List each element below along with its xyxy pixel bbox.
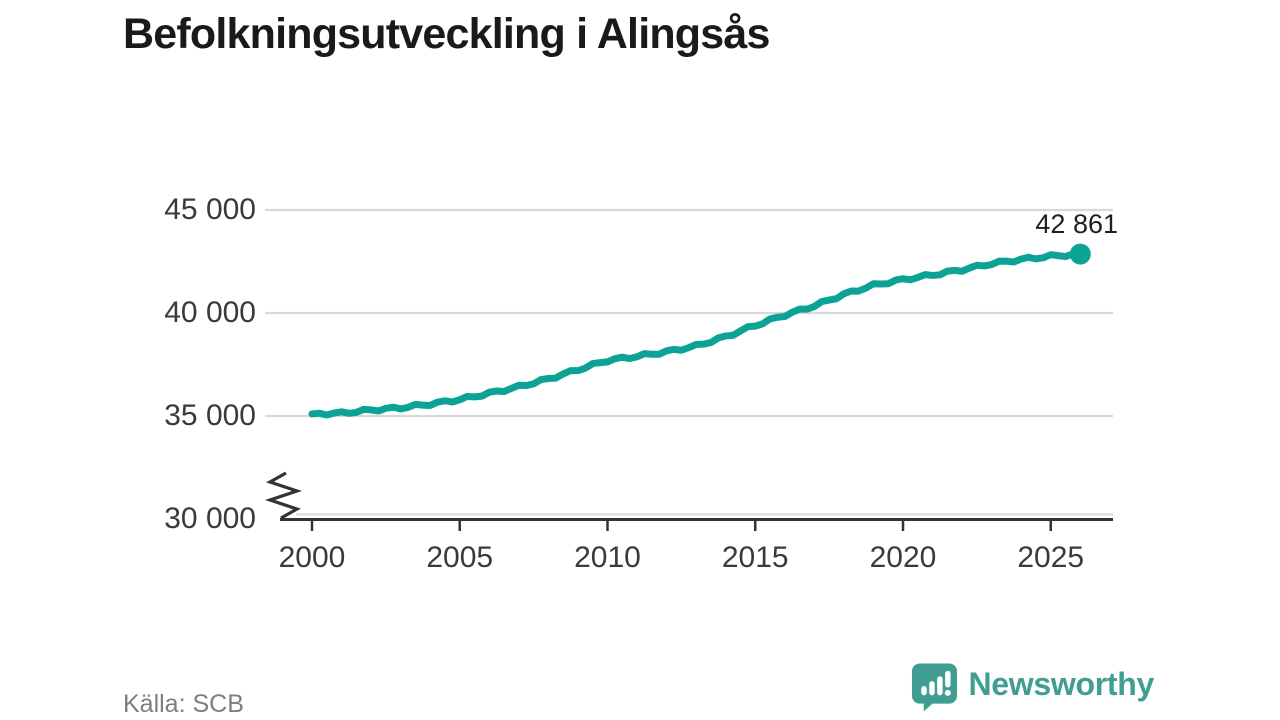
- newsworthy-logo: Newsworthy: [911, 662, 1155, 712]
- latest-value-label: 42 861: [1035, 209, 1118, 239]
- x-axis-tick-label-2010: 2010: [574, 541, 641, 574]
- population-line-series: [308, 250, 1084, 419]
- source-attribution: Källa: SCB: [123, 690, 244, 718]
- x-axis-tick-label-2020: 2020: [869, 541, 937, 574]
- newsworthy-logo-text: Newsworthy: [968, 666, 1155, 702]
- latest-value-dot: [1069, 243, 1091, 265]
- newsworthy-logo-icon: [911, 663, 957, 712]
- x-axis-tick-label-2000: 2000: [278, 541, 346, 574]
- x-axis-tick-label-2025: 2025: [1017, 541, 1085, 574]
- x-axis-tick-label-2015: 2015: [721, 541, 789, 574]
- y-axis-tick-label-35000: 35 000: [164, 399, 256, 432]
- y-axis-tick-label-45000: 45 000: [164, 193, 256, 226]
- y-axis-tick-label-30000: 30 000: [164, 502, 256, 535]
- y-axis-tick-label-40000: 40 000: [164, 296, 256, 329]
- x-axis-tick-label-2005: 2005: [426, 541, 494, 574]
- y-axis-break-zigzag: [264, 471, 303, 520]
- chart-title: Befolkningsutveckling i Alingsås: [123, 10, 770, 58]
